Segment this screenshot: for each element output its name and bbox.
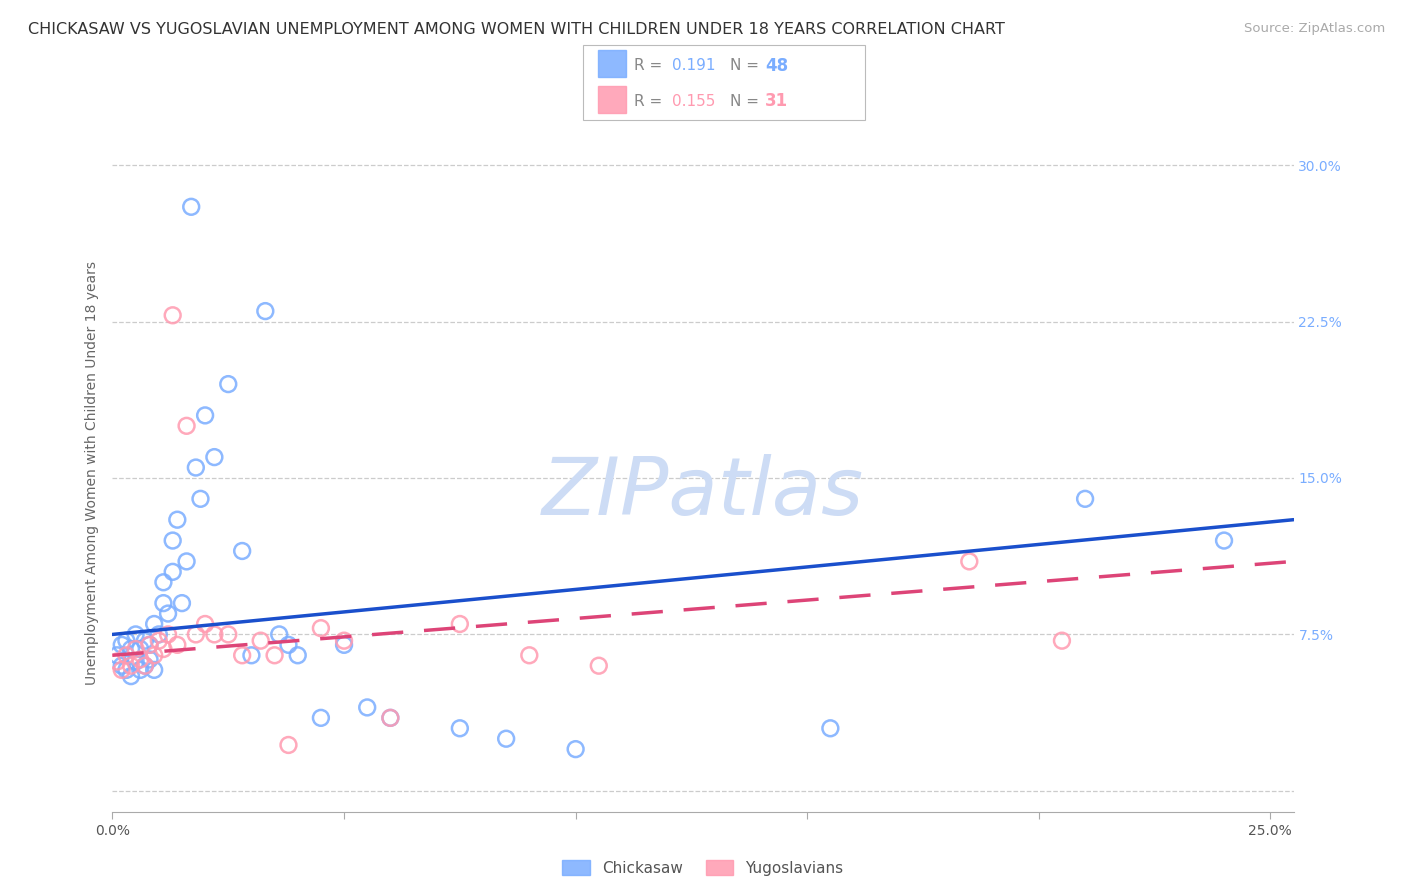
- Point: [115, 633, 138, 648]
- Point: [202, 627, 225, 641]
- Point: [1074, 491, 1097, 506]
- Point: [115, 663, 138, 677]
- Point: [162, 565, 184, 579]
- Point: [449, 617, 471, 632]
- Point: [111, 663, 134, 677]
- Point: [356, 700, 378, 714]
- Point: [162, 533, 184, 548]
- Point: [134, 633, 156, 648]
- Point: [194, 409, 217, 423]
- Text: N =: N =: [730, 94, 763, 109]
- Point: [184, 460, 207, 475]
- Point: [124, 642, 146, 657]
- Point: [190, 491, 212, 506]
- Point: [309, 621, 332, 635]
- Point: [957, 554, 980, 568]
- Text: 48: 48: [765, 57, 787, 75]
- Point: [166, 638, 188, 652]
- Point: [588, 658, 610, 673]
- Y-axis label: Unemployment Among Women with Children Under 18 years: Unemployment Among Women with Children U…: [86, 260, 100, 685]
- Text: CHICKASAW VS YUGOSLAVIAN UNEMPLOYMENT AMONG WOMEN WITH CHILDREN UNDER 18 YEARS C: CHICKASAW VS YUGOSLAVIAN UNEMPLOYMENT AM…: [28, 22, 1005, 37]
- Point: [138, 652, 160, 666]
- Point: [111, 658, 134, 673]
- Point: [564, 742, 586, 756]
- Point: [105, 655, 128, 669]
- Point: [202, 450, 225, 464]
- Point: [143, 663, 166, 677]
- Point: [111, 638, 134, 652]
- Point: [162, 308, 184, 322]
- Point: [120, 658, 142, 673]
- Point: [495, 731, 517, 746]
- Text: 0.191: 0.191: [672, 58, 716, 73]
- Point: [1050, 633, 1073, 648]
- Point: [217, 627, 239, 641]
- Point: [184, 627, 207, 641]
- Point: [129, 663, 152, 677]
- Point: [105, 648, 128, 663]
- Point: [129, 652, 152, 666]
- Point: [157, 627, 180, 641]
- Point: [138, 638, 160, 652]
- Point: [148, 633, 170, 648]
- Point: [333, 633, 356, 648]
- Point: [380, 711, 402, 725]
- Point: [254, 304, 277, 318]
- Point: [120, 669, 142, 683]
- Text: N =: N =: [730, 58, 763, 73]
- Point: [170, 596, 193, 610]
- Point: [309, 711, 332, 725]
- Point: [124, 627, 146, 641]
- Point: [148, 627, 170, 641]
- Point: [449, 721, 471, 735]
- Point: [152, 642, 174, 657]
- Point: [176, 554, 198, 568]
- Point: [231, 544, 253, 558]
- Point: [152, 596, 174, 610]
- Point: [134, 658, 156, 673]
- Point: [277, 738, 299, 752]
- Legend: Chickasaw, Yugoslavians: Chickasaw, Yugoslavians: [557, 855, 849, 882]
- Point: [138, 638, 160, 652]
- Point: [517, 648, 540, 663]
- Text: 0.155: 0.155: [672, 94, 716, 109]
- Point: [143, 617, 166, 632]
- Point: [249, 633, 271, 648]
- Point: [287, 648, 309, 663]
- Text: R =: R =: [634, 58, 668, 73]
- Point: [240, 648, 263, 663]
- Point: [124, 655, 146, 669]
- Point: [152, 575, 174, 590]
- Point: [1213, 533, 1236, 548]
- Point: [180, 200, 202, 214]
- Point: [380, 711, 402, 725]
- Point: [129, 642, 152, 657]
- Point: [143, 648, 166, 663]
- Point: [115, 648, 138, 663]
- Point: [231, 648, 253, 663]
- Point: [120, 642, 142, 657]
- Point: [134, 658, 156, 673]
- Point: [166, 513, 188, 527]
- Point: [217, 377, 239, 392]
- Point: [269, 627, 291, 641]
- Point: [157, 607, 180, 621]
- Text: R =: R =: [634, 94, 668, 109]
- Point: [176, 418, 198, 433]
- Text: ZIPatlas: ZIPatlas: [541, 454, 865, 533]
- Point: [333, 638, 356, 652]
- Text: Source: ZipAtlas.com: Source: ZipAtlas.com: [1244, 22, 1385, 36]
- Point: [820, 721, 842, 735]
- Text: 31: 31: [765, 93, 787, 111]
- Point: [194, 617, 217, 632]
- Point: [277, 638, 299, 652]
- Point: [263, 648, 285, 663]
